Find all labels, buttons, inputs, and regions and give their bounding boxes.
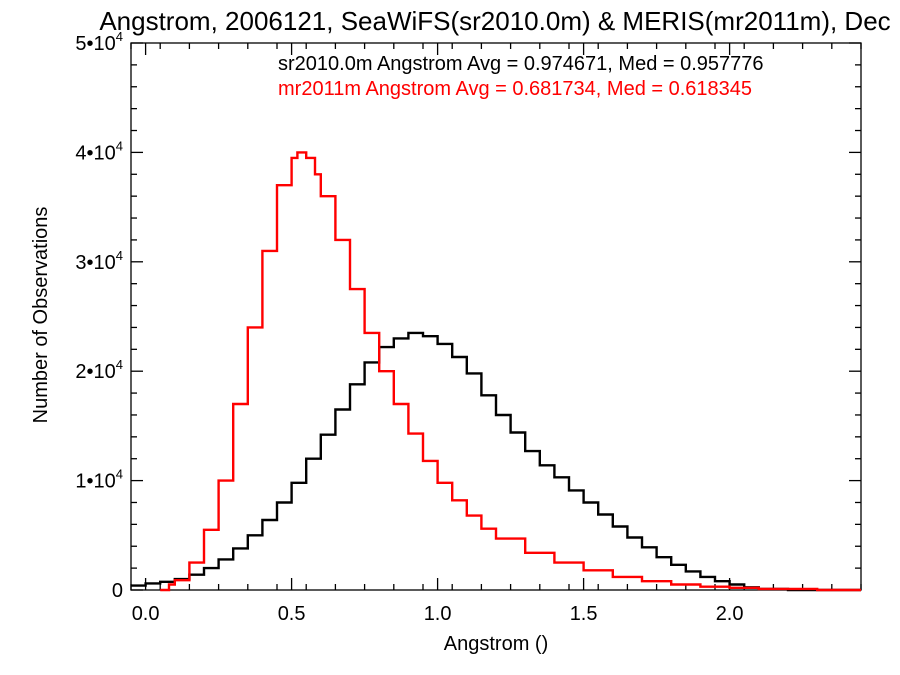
x-tick-label: 2.0 <box>716 603 744 625</box>
x-axis-label: Angstrom () <box>444 633 548 655</box>
y-axis-label: Number of Observations <box>30 207 52 424</box>
y-tick-label: 2•104 <box>75 357 123 383</box>
series-line-mr2011m <box>160 151 861 592</box>
plot-border <box>130 42 862 591</box>
y-tick-label: 4•104 <box>75 138 123 164</box>
x-tick-label: 1.5 <box>570 603 598 625</box>
series-layer <box>131 151 861 592</box>
x-tick-label: 1.0 <box>424 603 452 625</box>
legend-entry-sr2010.0m: sr2010.0m Angstrom Avg = 0.974671, Med =… <box>278 53 764 75</box>
y-tick-label: 0 <box>112 580 123 602</box>
x-axis-ticks: 0.0 0.5 1.0 1.5 2.0 <box>130 43 862 625</box>
y-tick-label: 3•104 <box>75 248 123 274</box>
y-tick-label: 1•104 <box>75 467 123 493</box>
legend: sr2010.0m Angstrom Avg = 0.974671, Med =… <box>278 53 764 100</box>
legend-entry-mr2011m: mr2011m Angstrom Avg = 0.681734, Med = 0… <box>278 78 752 100</box>
x-tick-label: 0.5 <box>278 603 306 625</box>
plot-frame <box>130 42 862 591</box>
x-tick-label: 0.0 <box>132 603 160 625</box>
y-axis-ticks: 0 1•104 2•104 3•104 4•104 5•104 <box>75 29 861 602</box>
chart-title: Angstrom, 2006121, SeaWiFS(sr2010.0m) & … <box>99 6 890 36</box>
y-tick-label: 5•104 <box>75 29 123 55</box>
series-line-sr2010.0m <box>131 331 861 592</box>
